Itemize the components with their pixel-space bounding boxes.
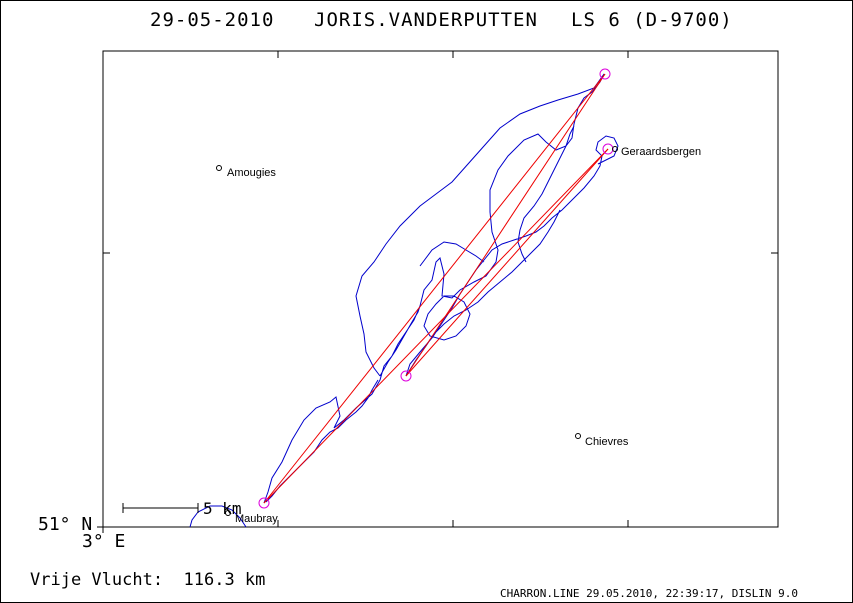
distance-summary: Vrije Vlucht: 116.3 km xyxy=(30,570,266,590)
city-label-maubray: Maubray xyxy=(235,513,278,525)
map-ticks xyxy=(97,51,778,533)
city-label-geraardsbergen: Geraardsbergen xyxy=(621,146,701,158)
city-marker-maubray xyxy=(225,510,231,516)
task-legs xyxy=(263,73,609,504)
longitude-label: 3° E xyxy=(82,531,126,552)
glider-name: LS 6 (D-9700) xyxy=(571,9,733,31)
scale-bar xyxy=(122,503,199,513)
credit-line: CHARRON.LINE 29.05.2010, 22:39:17, DISLI… xyxy=(500,587,799,600)
turnpoint-2 xyxy=(400,370,412,382)
gps-track xyxy=(189,73,619,528)
city-marker-geraardsbergen xyxy=(612,146,618,152)
map-border xyxy=(102,50,779,528)
city-label-amougies: Amougies xyxy=(227,167,276,179)
turnpoint-1 xyxy=(599,68,611,80)
scale-label: 5 km xyxy=(203,499,242,518)
latitude-label: 51° N xyxy=(38,514,93,535)
turnpoint-start xyxy=(258,497,270,509)
pilot-name: JORIS.VANDERPUTTEN xyxy=(314,9,538,31)
turnpoints xyxy=(258,68,614,509)
city-label-chievres: Chievres xyxy=(585,436,629,448)
flight-date: 29-05-2010 xyxy=(150,9,275,31)
city-marker-amougies xyxy=(216,165,222,171)
city-marker-chievres xyxy=(575,433,581,439)
